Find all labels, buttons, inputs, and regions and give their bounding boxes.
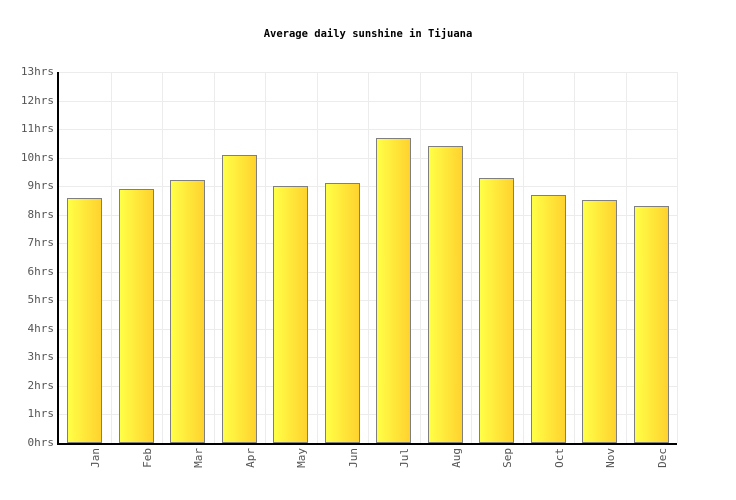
- x-axis-tick-label: May: [295, 448, 309, 468]
- bar-may: [273, 186, 309, 443]
- y-axis-tick-label: 12hrs: [20, 93, 54, 107]
- x-axis-tick-label: Jan: [89, 448, 103, 468]
- x-axis-tick-label: Nov: [604, 448, 618, 468]
- bar-oct: [530, 194, 566, 443]
- x-axis-tick-label: Dec: [655, 448, 669, 468]
- x-gridline: [419, 72, 421, 443]
- y-axis-tick-label: 11hrs: [20, 122, 54, 136]
- y-axis-tick-label: 10hrs: [20, 150, 54, 164]
- bar-nov: [582, 200, 618, 443]
- chart-title: Average daily sunshine in Tijuana: [263, 28, 473, 40]
- x-gridline: [265, 72, 266, 443]
- bar-feb: [118, 189, 154, 443]
- x-gridline: [677, 72, 678, 443]
- x-axis-tick-label: Mar: [192, 448, 206, 468]
- bar-sep: [479, 177, 515, 443]
- y-axis-tick-label: 6hrs: [27, 264, 55, 278]
- x-axis-tick-label: Aug: [449, 448, 463, 468]
- bar-dec: [633, 206, 669, 443]
- bar-aug: [427, 146, 463, 443]
- y-axis-tick-label: 8hrs: [27, 207, 55, 221]
- x-axis-tick-label: Oct: [552, 448, 566, 468]
- bar-mar: [170, 180, 206, 443]
- x-axis-tick-label: Feb: [140, 448, 154, 468]
- x-gridline: [110, 72, 112, 443]
- x-gridline: [471, 72, 472, 443]
- x-gridline: [625, 72, 627, 443]
- x-axis-tick-label: Apr: [243, 448, 257, 468]
- y-axis-tick-label: 5hrs: [27, 293, 55, 307]
- y-axis-tick-label: 0hrs: [27, 436, 55, 449]
- y-axis-line: [57, 72, 59, 445]
- x-gridline: [213, 72, 215, 443]
- y-axis-tick-label: 1hrs: [27, 407, 55, 421]
- y-axis-tick-label: 2hrs: [27, 378, 55, 392]
- bar-jul: [376, 137, 412, 443]
- x-gridline: [574, 72, 575, 443]
- x-axis-tick-label: Jul: [398, 448, 412, 468]
- x-gridline: [368, 72, 369, 443]
- x-gridline: [162, 72, 163, 443]
- x-axis-line: [57, 443, 677, 445]
- y-axis-tick-label: 13hrs: [20, 65, 54, 78]
- x-axis-tick-label: Jun: [346, 448, 360, 468]
- bar-jun: [324, 183, 360, 443]
- y-axis-tick-label: 4hrs: [27, 321, 55, 335]
- bar-apr: [221, 154, 257, 443]
- bar-jan: [67, 197, 103, 443]
- y-axis-tick-label: 9hrs: [27, 179, 55, 193]
- x-axis-tick-label: Sep: [501, 448, 515, 468]
- x-gridline: [522, 72, 524, 443]
- y-axis-tick-label: 7hrs: [27, 236, 55, 250]
- x-gridline: [316, 72, 318, 443]
- y-axis-tick-label: 3hrs: [27, 350, 55, 364]
